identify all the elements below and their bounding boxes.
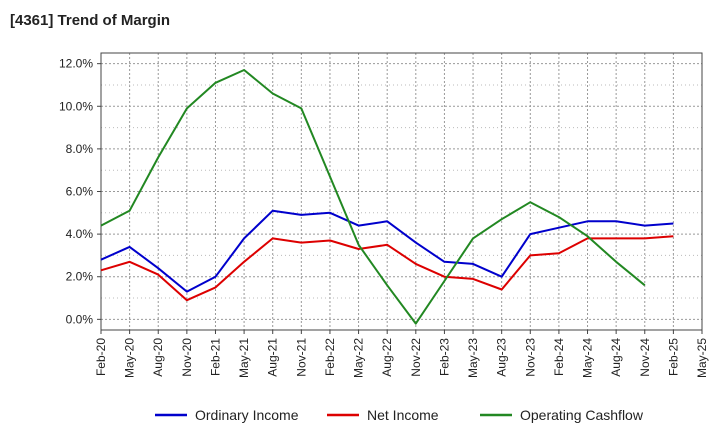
x-tick-label: Aug-22 [380, 338, 394, 377]
y-tick-label: 8.0% [66, 142, 94, 156]
y-tick-label: 0.0% [66, 312, 94, 326]
x-tick-label: Nov-22 [409, 338, 423, 377]
x-tick-label: Aug-24 [609, 338, 623, 377]
x-tick-label: Feb-21 [208, 338, 222, 376]
legend-label: Operating Cashflow [520, 407, 644, 423]
series-lines [100, 69, 674, 325]
y-tick-label: 10.0% [59, 99, 93, 113]
x-tick-label: May-25 [695, 338, 709, 378]
y-tick-label: 12.0% [59, 57, 93, 71]
legend-label: Ordinary Income [195, 407, 299, 423]
y-axis-tick-labels: 0.0% 2.0% 4.0% 6.0% 8.0% 10.0% 12.0% [59, 57, 93, 327]
x-tick-label: May-23 [466, 338, 480, 378]
x-tick-label: Feb-24 [552, 338, 566, 376]
x-tick-label: Nov-23 [523, 338, 537, 377]
x-axis-tick-labels: Feb-20 May-20 Aug-20 Nov-20 Feb-21 May-21 Aug-… [94, 338, 709, 378]
x-tick-label: Nov-24 [638, 338, 652, 377]
y-tick-label: 2.0% [66, 270, 94, 284]
x-tick-label: May-24 [581, 338, 595, 378]
x-tick-label: Aug-20 [151, 338, 165, 377]
x-tick-label: Aug-21 [266, 338, 280, 377]
chart-title: [4361] Trend of Margin [10, 12, 171, 29]
series-line-net-income [100, 235, 674, 302]
y-tick-label: 4.0% [66, 227, 94, 241]
x-tick-label: Nov-21 [294, 338, 308, 377]
x-tick-label: Feb-20 [94, 338, 108, 376]
x-tick-label: Feb-22 [323, 338, 337, 376]
x-tick-label: Aug-23 [495, 338, 509, 377]
axes [97, 52, 703, 334]
x-tick-label: Feb-25 [666, 338, 680, 376]
x-tick-label: May-21 [237, 338, 251, 378]
y-tick-label: 6.0% [66, 185, 94, 199]
legend: Ordinary Income Net Income Operating Cashf… [155, 407, 644, 423]
x-tick-label: Nov-20 [180, 338, 194, 377]
x-tick-label: May-20 [123, 338, 137, 378]
x-tick-label: Feb-23 [437, 338, 451, 376]
series-line-operating-cashflow [100, 69, 646, 325]
x-tick-label: May-22 [352, 338, 366, 378]
series-line-ordinary-income [100, 209, 674, 293]
legend-label: Net Income [367, 407, 439, 423]
